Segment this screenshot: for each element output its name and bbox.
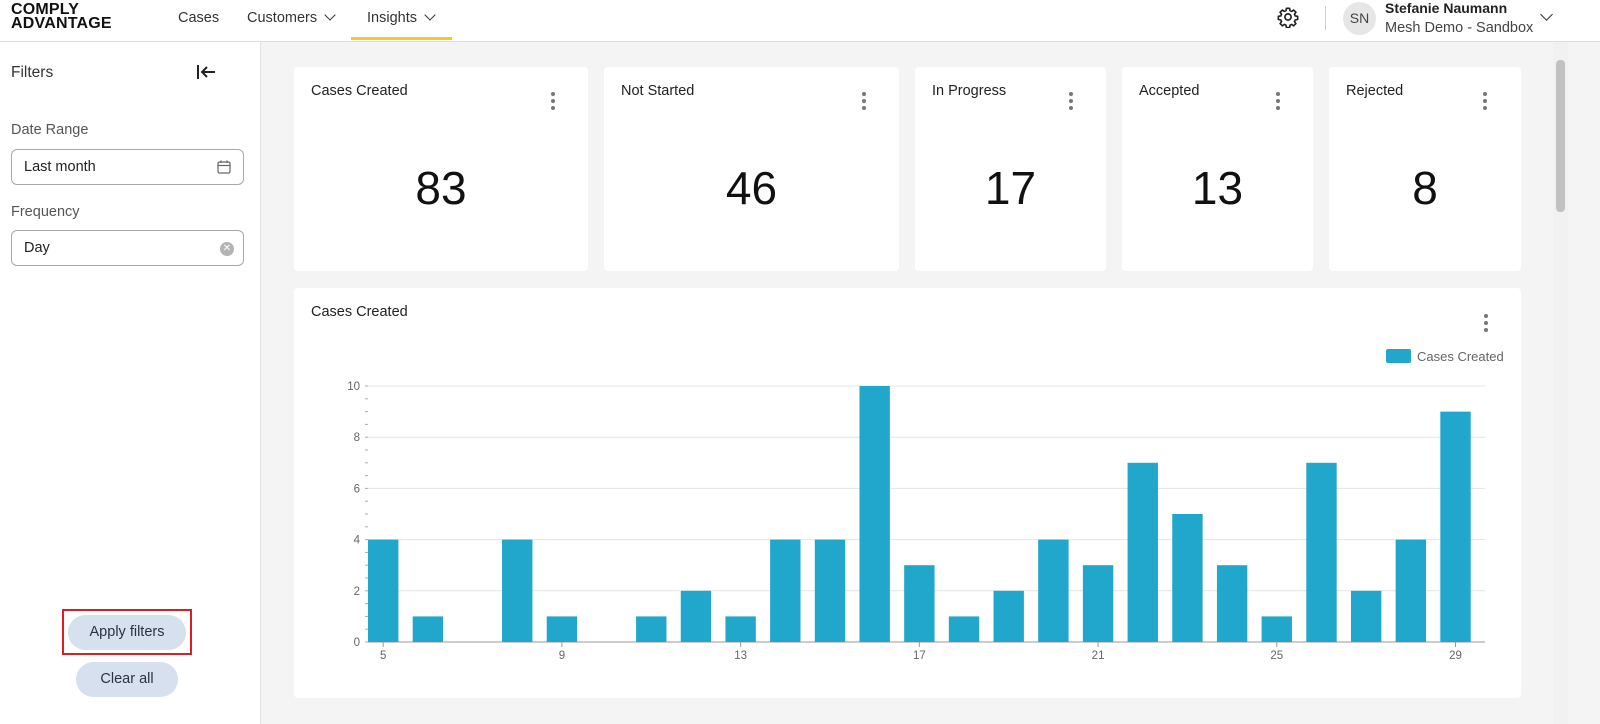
bar xyxy=(1440,411,1471,642)
bar xyxy=(502,539,533,642)
bar xyxy=(1038,539,1069,642)
legend-label: Cases Created xyxy=(1417,349,1504,364)
user-name[interactable]: Stefanie Naumann xyxy=(1385,0,1508,16)
tab-cases[interactable]: Cases xyxy=(178,0,219,40)
bar xyxy=(1127,462,1158,642)
bar xyxy=(1306,462,1337,642)
user-org[interactable]: Mesh Demo - Sandbox xyxy=(1385,20,1534,36)
kpi-title: Not Started xyxy=(621,83,695,99)
bar xyxy=(368,539,399,642)
bar xyxy=(1261,616,1292,642)
y-tick-label: 10 xyxy=(347,381,360,393)
brand-line-1: COMPLY xyxy=(11,1,80,18)
bar xyxy=(814,539,846,642)
chevron-down-icon xyxy=(424,9,436,21)
clear-all-button[interactable]: Clear all xyxy=(76,662,178,697)
bar xyxy=(1395,539,1427,642)
y-tick-label: 4 xyxy=(354,535,361,547)
filters-sidebar: Filters Date Range Last month Frequency … xyxy=(0,42,261,724)
chevron-down-icon xyxy=(324,9,336,21)
brand-line-2: ADVANTAGE xyxy=(11,15,112,32)
bar-chart: 0 2 4 6 8 10 5 9 13 17 21 25 29 xyxy=(347,381,1485,662)
calendar-icon[interactable] xyxy=(217,160,231,174)
kebab-icon[interactable] xyxy=(550,92,556,112)
avatar[interactable]: SN xyxy=(1343,2,1376,35)
y-tick-label: 0 xyxy=(354,637,360,649)
bar xyxy=(636,616,667,642)
kpi-card-rejected: Rejected 8 xyxy=(1329,67,1521,271)
bar xyxy=(859,386,890,642)
bar xyxy=(1216,565,1248,642)
bar xyxy=(680,590,712,642)
kebab-icon[interactable] xyxy=(1275,92,1281,112)
kpi-value: 8 xyxy=(1412,162,1438,214)
kpi-card-cases-created: Cases Created 83 xyxy=(294,67,588,271)
kpi-value: 46 xyxy=(725,162,778,214)
kpi-card-in-progress: In Progress 17 xyxy=(915,67,1106,271)
kebab-icon[interactable] xyxy=(1483,314,1489,334)
y-tick-label: 8 xyxy=(354,432,360,444)
tab-cases-label: Cases xyxy=(178,10,220,26)
x-tick-label: 13 xyxy=(734,650,747,662)
kpi-title: Accepted xyxy=(1139,83,1200,99)
apply-filters-highlight: Apply filters xyxy=(62,609,192,655)
kpi-title: In Progress xyxy=(932,83,1007,99)
bar xyxy=(1172,514,1203,642)
top-nav: COMPLY ADVANTAGE Cases Customers Insight… xyxy=(0,0,1600,42)
x-tick-label: 25 xyxy=(1270,650,1283,662)
kebab-icon[interactable] xyxy=(861,92,867,112)
kpi-card-not-started: Not Started 46 xyxy=(604,67,899,271)
bar xyxy=(725,616,756,642)
chevron-down-icon[interactable] xyxy=(1540,8,1553,21)
date-range-label: Date Range xyxy=(11,122,89,138)
chart-title: Cases Created xyxy=(311,304,408,320)
kpi-value: 17 xyxy=(984,162,1037,214)
frequency-label: Frequency xyxy=(11,204,80,220)
kpi-card-accepted: Accepted 13 xyxy=(1122,67,1313,271)
bar xyxy=(948,616,980,642)
scrollbar-thumb[interactable] xyxy=(1556,60,1565,212)
bar xyxy=(412,616,444,642)
apply-filters-button[interactable]: Apply filters xyxy=(68,615,186,650)
kebab-icon[interactable] xyxy=(1068,92,1074,112)
collapse-left-icon[interactable] xyxy=(196,62,218,82)
legend-swatch xyxy=(1386,349,1411,363)
x-tick-label: 17 xyxy=(913,650,926,662)
clear-icon[interactable]: ✕ xyxy=(220,242,234,256)
filters-title: Filters xyxy=(11,64,54,81)
tab-customers[interactable]: Customers xyxy=(247,0,336,40)
y-tick-label: 2 xyxy=(354,586,360,598)
date-range-value: Last month xyxy=(24,159,96,175)
bar xyxy=(546,616,578,642)
brand-logo[interactable]: COMPLY ADVANTAGE xyxy=(11,1,112,32)
bar xyxy=(1082,565,1114,642)
gear-icon[interactable] xyxy=(1277,6,1299,28)
kpi-value: 13 xyxy=(1191,162,1244,214)
bar xyxy=(904,565,935,642)
bar xyxy=(770,539,801,642)
kpi-title: Cases Created xyxy=(311,83,408,99)
date-range-input[interactable]: Last month xyxy=(11,149,244,185)
tab-insights-label: Insights xyxy=(367,10,417,26)
bar xyxy=(993,590,1024,642)
frequency-select[interactable]: Day ✕ xyxy=(11,230,244,266)
tab-customers-label: Customers xyxy=(247,10,318,26)
nav-divider xyxy=(1325,6,1326,30)
y-tick-label: 6 xyxy=(354,483,360,495)
x-tick-label: 9 xyxy=(559,650,565,662)
x-tick-label: 5 xyxy=(380,650,386,662)
page-scrollbar[interactable] xyxy=(1553,42,1568,724)
bar xyxy=(1350,590,1382,642)
kebab-icon[interactable] xyxy=(1482,92,1488,112)
cases-created-chart-card: Cases Created Cases Created 0 2 4 6 8 10 5 9 13 1… xyxy=(294,288,1521,698)
x-tick-label: 29 xyxy=(1449,650,1462,662)
chart-legend[interactable]: Cases Created xyxy=(1386,349,1504,364)
kpi-title: Rejected xyxy=(1346,83,1404,99)
x-tick-label: 21 xyxy=(1092,650,1105,662)
frequency-value: Day xyxy=(24,240,50,256)
kpi-value: 83 xyxy=(415,162,467,214)
tab-insights[interactable]: Insights xyxy=(351,0,452,40)
